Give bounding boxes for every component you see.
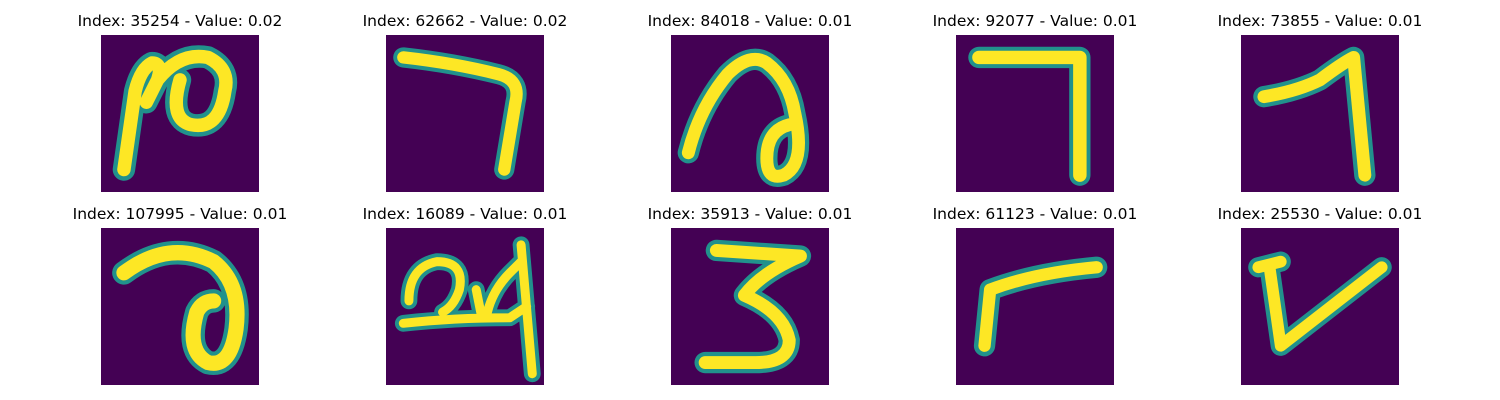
panel-title: Index: 107995 - Value: 0.01 xyxy=(50,205,310,223)
digit-image xyxy=(1241,228,1399,385)
panel-7: Index: 16089 - Value: 0.01 xyxy=(335,205,595,385)
panel-1: Index: 35254 - Value: 0.02 xyxy=(50,12,310,192)
panel-title: Index: 62662 - Value: 0.02 xyxy=(335,12,595,30)
handwritten-digit-v-icon xyxy=(1241,228,1399,385)
handwritten-digit-0-icon xyxy=(101,228,259,385)
digit-image xyxy=(956,35,1114,192)
panel-5: Index: 73855 - Value: 0.01 xyxy=(1190,12,1450,192)
handwritten-digit-7-icon xyxy=(1241,35,1399,192)
handwritten-digit-7-icon xyxy=(956,35,1114,192)
panel-title: Index: 16089 - Value: 0.01 xyxy=(335,205,595,223)
panel-9: Index: 61123 - Value: 0.01 xyxy=(905,205,1165,385)
panel-title: Index: 61123 - Value: 0.01 xyxy=(905,205,1165,223)
panel-title: Index: 35913 - Value: 0.01 xyxy=(620,205,880,223)
panel-10: Index: 25530 - Value: 0.01 xyxy=(1190,205,1450,385)
digit-image xyxy=(956,228,1114,385)
handwritten-digit-2-icon xyxy=(101,35,259,192)
panel-title: Index: 35254 - Value: 0.02 xyxy=(50,12,310,30)
handwritten-digit-7-icon xyxy=(386,35,544,192)
panel-8: Index: 35913 - Value: 0.01 xyxy=(620,205,880,385)
handwritten-digit-0-icon xyxy=(671,35,829,192)
digit-image xyxy=(1241,35,1399,192)
panel-3: Index: 84018 - Value: 0.01 xyxy=(620,12,880,192)
digit-image xyxy=(386,228,544,385)
digit-image xyxy=(386,35,544,192)
panel-6: Index: 107995 - Value: 0.01 xyxy=(50,205,310,385)
panel-2: Index: 62662 - Value: 0.02 xyxy=(335,12,595,192)
digit-image xyxy=(101,228,259,385)
handwritten-digits-24-icon xyxy=(386,228,544,385)
panel-title: Index: 25530 - Value: 0.01 xyxy=(1190,205,1450,223)
handwritten-digit-7-icon xyxy=(956,228,1114,385)
panel-4: Index: 92077 - Value: 0.01 xyxy=(905,12,1165,192)
panel-title: Index: 84018 - Value: 0.01 xyxy=(620,12,880,30)
panel-title: Index: 92077 - Value: 0.01 xyxy=(905,12,1165,30)
digit-image xyxy=(671,228,829,385)
panel-title: Index: 73855 - Value: 0.01 xyxy=(1190,12,1450,30)
digit-image xyxy=(671,35,829,192)
handwritten-digit-3-icon xyxy=(671,228,829,385)
digit-image xyxy=(101,35,259,192)
